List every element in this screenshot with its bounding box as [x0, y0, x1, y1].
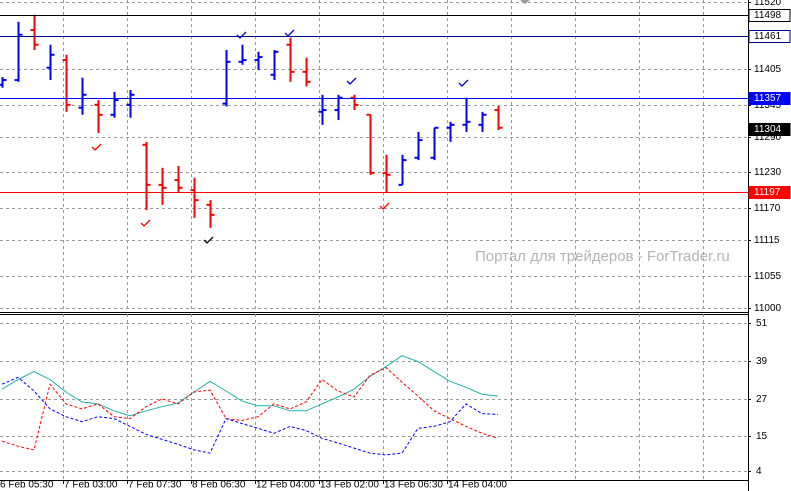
level-label: 11197 [754, 187, 781, 198]
y-tick-label: 11405 [754, 64, 782, 75]
y-tick-label: 51 [756, 318, 768, 329]
check-mark [236, 31, 247, 39]
ohlc-bar [94, 100, 103, 134]
ohlc-bar [382, 154, 391, 192]
indicator-line [1, 367, 499, 451]
check-mark [379, 202, 390, 210]
indicator-line [1, 376, 499, 456]
level-label: 11357 [754, 93, 782, 104]
ohlc-bar [270, 50, 279, 81]
ohlc-bar [206, 200, 215, 228]
level-label-box [748, 92, 791, 105]
x-tick-label: 7 Feb 07:30 [128, 480, 182, 491]
y-tick-label: 39 [756, 356, 768, 367]
ohlc-bar [158, 167, 167, 205]
ohlc-bar [238, 44, 247, 65]
ohlc-bar [462, 97, 471, 132]
level-label-box [748, 9, 791, 22]
y-tick-label: 27 [756, 394, 768, 405]
indicator-line [1, 355, 499, 417]
ohlc-bar [446, 121, 455, 142]
x-tick-label: 12 Feb 04:00 [256, 480, 315, 491]
ohlc-bar [14, 21, 23, 82]
ohlc-bar [478, 111, 487, 132]
ohlc-bar [0, 77, 7, 88]
ohlc-bar [318, 94, 327, 125]
check-mark [284, 29, 295, 37]
check-mark [458, 79, 469, 87]
y-tick-label: 11170 [754, 203, 781, 214]
x-tick-label: 14 Feb 04:00 [448, 480, 507, 491]
y-tick-label: 15 [756, 431, 768, 442]
y-tick-label: 11345 [754, 100, 782, 111]
check-mark [140, 219, 151, 227]
y-tick-label: 11520 [754, 0, 782, 8]
y-tick-label: 11000 [754, 303, 782, 314]
x-tick-label: 6 Feb 05:30 [0, 480, 54, 491]
ohlc-bar [254, 51, 263, 71]
ohlc-bar [110, 91, 119, 118]
x-tick-label: 8 Feb 06:30 [192, 480, 246, 491]
ohlc-bar [494, 105, 503, 131]
ohlc-bar [286, 37, 295, 82]
x-tick-label: 13 Feb 02:00 [320, 480, 379, 491]
y-tick-label: 4 [756, 466, 762, 477]
y-tick-label: 11290 [754, 132, 782, 143]
watermark: Портал для трейдеров - ForTrader.ru [475, 248, 730, 265]
fractal-marks [91, 29, 469, 244]
ohlc-bar [398, 154, 407, 186]
ohlc-bar [430, 126, 439, 161]
ohlc-bar [46, 44, 55, 81]
level-label-box [748, 30, 791, 43]
y-tick-label: 11055 [754, 271, 782, 282]
ohlc-bar [414, 131, 423, 161]
level-label: 11498 [754, 10, 782, 21]
ohlc-bar [142, 141, 151, 211]
ohlc-bar [174, 166, 183, 192]
ohlc-bar [30, 14, 39, 51]
level-label-box [748, 186, 791, 199]
check-mark [203, 236, 214, 244]
ohlc-bar [302, 57, 311, 87]
ohlc-bar [190, 177, 199, 218]
x-tick-label: 7 Feb 03:00 [64, 480, 118, 491]
level-label: 11461 [754, 31, 782, 42]
level-label-box [748, 123, 791, 136]
check-mark [346, 77, 357, 85]
ohlc-bar [78, 77, 87, 115]
ohlc-bar [366, 113, 375, 175]
x-tick-label: 13 Feb 06:30 [384, 480, 443, 491]
ohlc-bar [222, 50, 231, 107]
ohlc-bar [350, 94, 359, 111]
check-mark [91, 143, 102, 151]
y-tick-label: 11230 [754, 167, 782, 178]
y-tick-label: 11115 [754, 235, 780, 246]
level-label: 11304 [754, 124, 782, 135]
ohlc-bar [62, 54, 71, 112]
ohlc-bar [126, 90, 135, 118]
